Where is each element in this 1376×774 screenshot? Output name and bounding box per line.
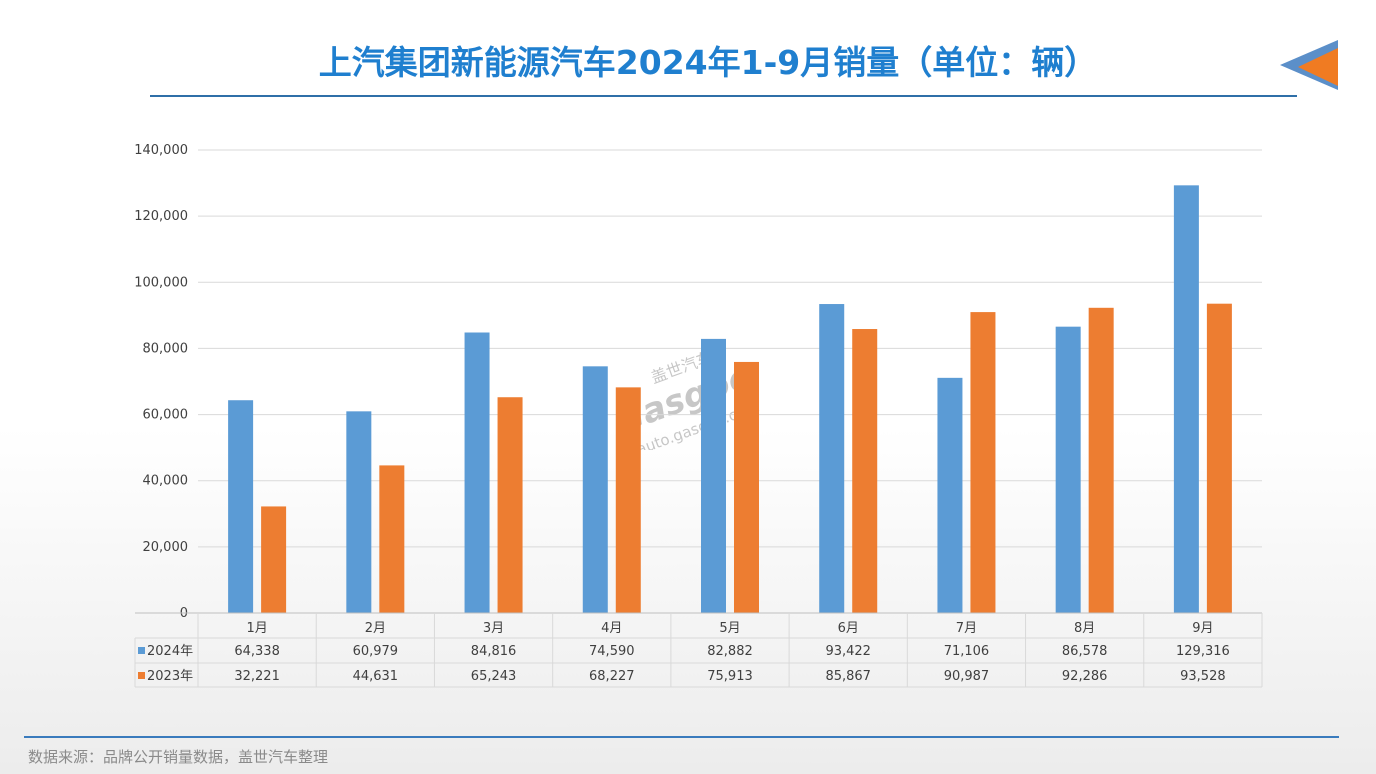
- y-tick-label: 20,000: [143, 540, 189, 555]
- x-tick-label: 1月: [246, 621, 267, 636]
- data-label: 68,227: [589, 669, 635, 684]
- bar-2024-5: [701, 338, 726, 613]
- bar-2024-8: [1055, 326, 1081, 613]
- y-tick-label: 100,000: [134, 275, 188, 290]
- data-label: 92,286: [1062, 669, 1108, 684]
- x-tick-label: 7月: [956, 621, 977, 636]
- bar-2024-1: [228, 400, 254, 613]
- data-label: 90,987: [944, 669, 990, 684]
- y-tick-label: 140,000: [134, 143, 188, 158]
- bar-2023-1: [261, 506, 287, 613]
- legend-swatch-2023: [138, 672, 145, 679]
- data-label: 93,528: [1180, 669, 1226, 684]
- y-tick-label: 40,000: [143, 474, 189, 489]
- back-arrow-icon[interactable]: [1276, 36, 1340, 94]
- x-tick-label: 5月: [719, 621, 740, 636]
- data-label: 44,631: [353, 669, 399, 684]
- y-tick-label: 80,000: [143, 341, 189, 356]
- data-label: 32,221: [234, 669, 280, 684]
- data-label: 85,867: [825, 669, 871, 684]
- data-label: 84,816: [471, 644, 517, 659]
- data-label: 74,590: [589, 644, 635, 659]
- bar-2023-6: [852, 329, 878, 613]
- y-tick-label: 120,000: [134, 209, 188, 224]
- bar-2023-9: [1206, 303, 1232, 613]
- data-label: 82,882: [707, 644, 753, 659]
- source-note: 数据来源：品牌公开销量数据，盖世汽车整理: [28, 748, 329, 766]
- bar-2023-2: [379, 465, 405, 613]
- bar-2024-3: [464, 332, 490, 613]
- legend-swatch-2024: [138, 647, 145, 654]
- bar-2023-4: [615, 387, 641, 613]
- data-label: 60,979: [353, 644, 399, 659]
- x-tick-label: 3月: [483, 621, 504, 636]
- bar-2024-6: [819, 304, 845, 613]
- bar-2024-4: [582, 366, 608, 613]
- data-label: 75,913: [707, 669, 753, 684]
- data-label: 93,422: [825, 644, 871, 659]
- x-tick-label: 4月: [601, 621, 622, 636]
- footer-divider: [24, 736, 1339, 738]
- title-divider: [150, 95, 1297, 97]
- bar-2024-2: [346, 411, 372, 613]
- bar-2023-8: [1088, 307, 1114, 613]
- chart-title: 上汽集团新能源汽车2024年1-9月销量（单位：辆）: [318, 43, 1098, 82]
- data-label: 65,243: [471, 669, 517, 684]
- bar-2023-3: [497, 397, 523, 613]
- x-tick-label: 9月: [1192, 621, 1213, 636]
- x-tick-label: 8月: [1074, 621, 1095, 636]
- y-tick-label: 60,000: [143, 408, 189, 423]
- bar-2023-5: [734, 361, 759, 613]
- data-label: 86,578: [1062, 644, 1108, 659]
- bar-2023-7: [970, 312, 996, 613]
- legend-label-2024: 2024年: [147, 644, 193, 659]
- data-label: 71,106: [944, 644, 990, 659]
- data-label: 64,338: [234, 644, 280, 659]
- legend-label-2023: 2023年: [147, 669, 193, 684]
- bar-2024-7: [937, 377, 963, 613]
- x-tick-label: 2月: [365, 621, 386, 636]
- bar-2024-9: [1173, 185, 1199, 614]
- data-label: 129,316: [1176, 644, 1230, 659]
- x-tick-label: 6月: [838, 621, 859, 636]
